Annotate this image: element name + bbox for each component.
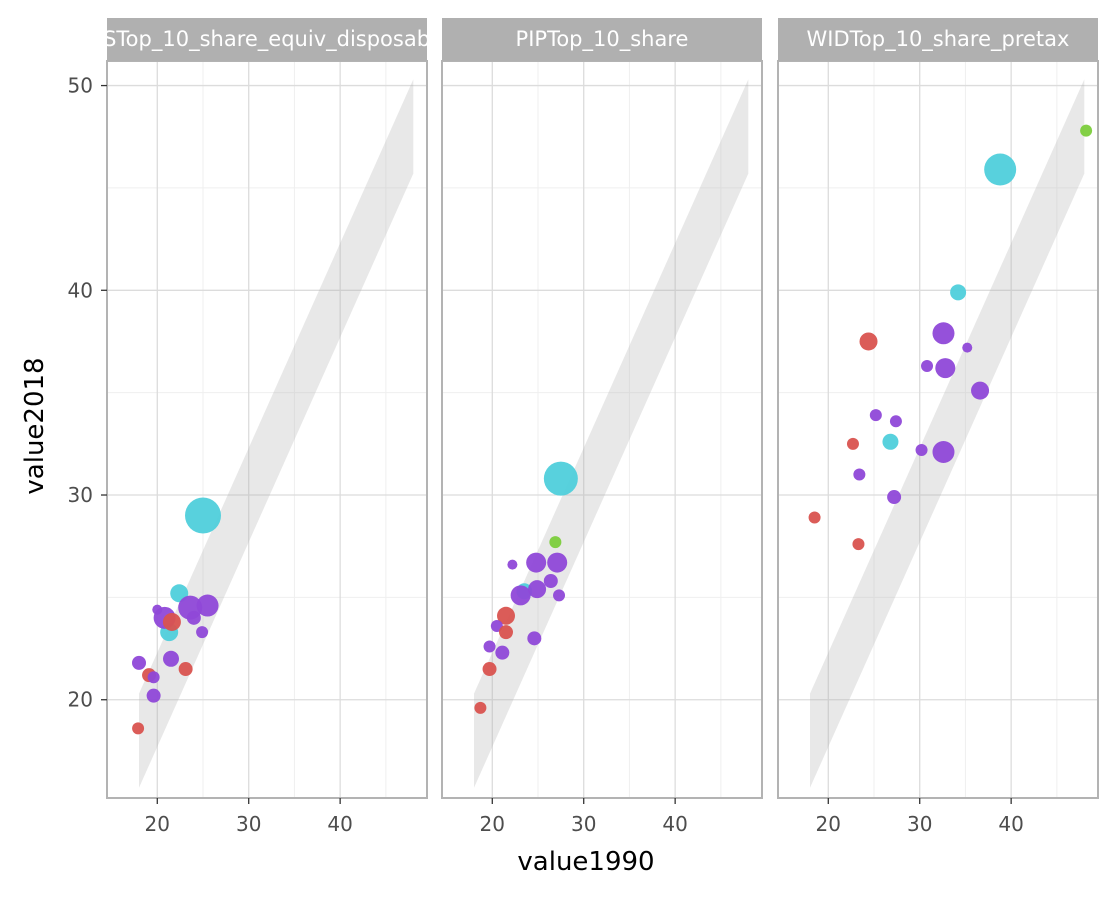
data-point xyxy=(852,538,865,551)
data-point xyxy=(510,585,531,606)
data-point xyxy=(887,490,902,505)
data-point xyxy=(932,322,955,345)
data-point xyxy=(196,626,209,639)
y-tick-label: 20 xyxy=(68,688,93,712)
facet-strip-label: LISTop_10_share_equiv_disposable xyxy=(85,27,449,52)
data-point xyxy=(859,332,878,351)
panel-1: LISTop_10_share_equiv_disposable 20 30 40 20… xyxy=(68,18,449,836)
x-tick-label: 40 xyxy=(327,812,352,836)
data-point xyxy=(932,441,955,464)
data-point xyxy=(528,580,547,599)
data-point xyxy=(162,612,181,631)
data-point xyxy=(186,610,201,625)
x-tick-label: 20 xyxy=(480,812,505,836)
panel-3: WIDTop_10_share_pretax 20 30 40 xyxy=(777,18,1099,836)
x-tick-label: 30 xyxy=(571,812,596,836)
y-axis-title: value2018 xyxy=(20,357,50,494)
data-point xyxy=(808,511,821,524)
x-tick-label: 20 xyxy=(145,812,170,836)
data-point xyxy=(499,625,513,640)
x-tick-label: 30 xyxy=(907,812,932,836)
data-point xyxy=(497,606,515,625)
panel-background xyxy=(778,61,1098,798)
data-point xyxy=(196,594,219,617)
facet-strip-label: WIDTop_10_share_pretax xyxy=(807,27,1070,52)
y-tick-label: 30 xyxy=(68,483,93,507)
data-point xyxy=(950,284,967,301)
x-tick-label: 30 xyxy=(236,812,261,836)
data-point xyxy=(1080,124,1093,137)
data-point xyxy=(543,461,578,496)
data-point xyxy=(152,604,163,615)
data-point xyxy=(889,415,902,428)
panel-2: PIPTop_10_share 20 30 40 xyxy=(441,18,763,836)
data-point xyxy=(132,722,145,735)
data-point xyxy=(132,655,146,670)
data-point xyxy=(178,662,193,677)
data-point xyxy=(553,589,566,602)
data-point xyxy=(483,640,496,653)
x-tick-label: 40 xyxy=(662,812,687,836)
panels-layer: LISTop_10_share_equiv_disposable 20 30 40 20… xyxy=(68,18,1099,836)
y-tick-label: 40 xyxy=(68,278,93,302)
data-point xyxy=(507,559,518,570)
x-tick-label: 20 xyxy=(816,812,841,836)
panel-background xyxy=(442,61,762,798)
reference-band xyxy=(810,79,1085,788)
data-point xyxy=(984,153,1017,186)
x-tick-label: 40 xyxy=(998,812,1023,836)
data-point xyxy=(526,552,547,573)
data-point xyxy=(549,536,562,549)
data-point xyxy=(882,433,899,450)
data-point xyxy=(163,650,179,667)
data-point xyxy=(495,645,510,660)
data-point xyxy=(971,381,990,400)
y-tick-label: 50 xyxy=(68,74,93,98)
data-point xyxy=(915,443,928,456)
data-point xyxy=(147,671,160,684)
x-axis-title: value1990 xyxy=(517,847,654,877)
data-point xyxy=(547,552,568,573)
data-point xyxy=(853,468,866,481)
data-point xyxy=(962,342,973,353)
facet-strip xyxy=(778,18,1098,61)
data-point xyxy=(869,409,882,422)
data-point xyxy=(146,688,161,703)
data-point xyxy=(543,573,558,588)
data-point xyxy=(185,497,221,534)
data-point xyxy=(846,437,859,450)
facet-strip-label: PIPTop_10_share xyxy=(516,27,689,52)
data-point xyxy=(482,662,497,677)
data-point xyxy=(935,358,956,379)
data-point xyxy=(527,631,542,646)
reference-band xyxy=(474,79,749,788)
facet-strip xyxy=(107,18,427,61)
data-point xyxy=(474,701,487,714)
panel-background xyxy=(107,61,427,798)
facet-strip xyxy=(442,18,762,61)
data-point xyxy=(921,360,934,373)
